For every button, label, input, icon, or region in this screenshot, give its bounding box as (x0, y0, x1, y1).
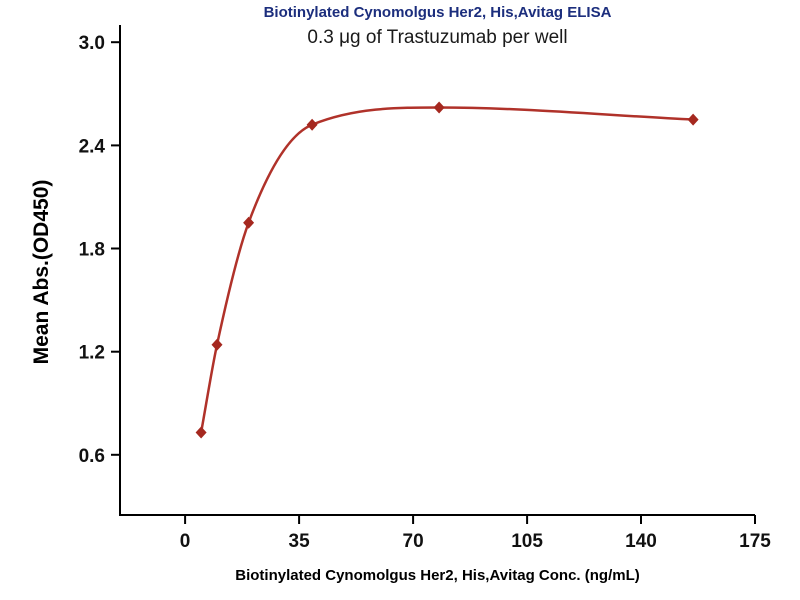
data-point-marker (306, 118, 318, 131)
svg-text:175: 175 (739, 531, 771, 552)
x-axis-label: Biotinylated Cynomolgus Her2, His,Avitag… (235, 567, 640, 584)
data-point-marker (687, 113, 699, 126)
data-point-marker (195, 426, 207, 439)
svg-text:0.6: 0.6 (79, 446, 105, 467)
chart-subtitle: 0.3 μg of Trastuzumab per well (307, 27, 568, 48)
chart-title: Biotinylated Cynomolgus Her2, His,Avitag… (263, 4, 612, 21)
fit-curve (199, 106, 695, 434)
svg-text:105: 105 (511, 531, 543, 552)
svg-text:70: 70 (403, 531, 424, 552)
svg-text:0: 0 (180, 531, 191, 552)
data-point-marker (433, 101, 445, 114)
svg-text:35: 35 (289, 531, 311, 552)
svg-text:140: 140 (625, 531, 657, 552)
svg-text:1.2: 1.2 (79, 343, 105, 364)
svg-text:1.8: 1.8 (79, 240, 105, 261)
data-point-marker (243, 216, 255, 229)
svg-text:2.4: 2.4 (79, 136, 106, 157)
data-point-marker (211, 338, 223, 351)
svg-text:3.0: 3.0 (79, 33, 105, 54)
